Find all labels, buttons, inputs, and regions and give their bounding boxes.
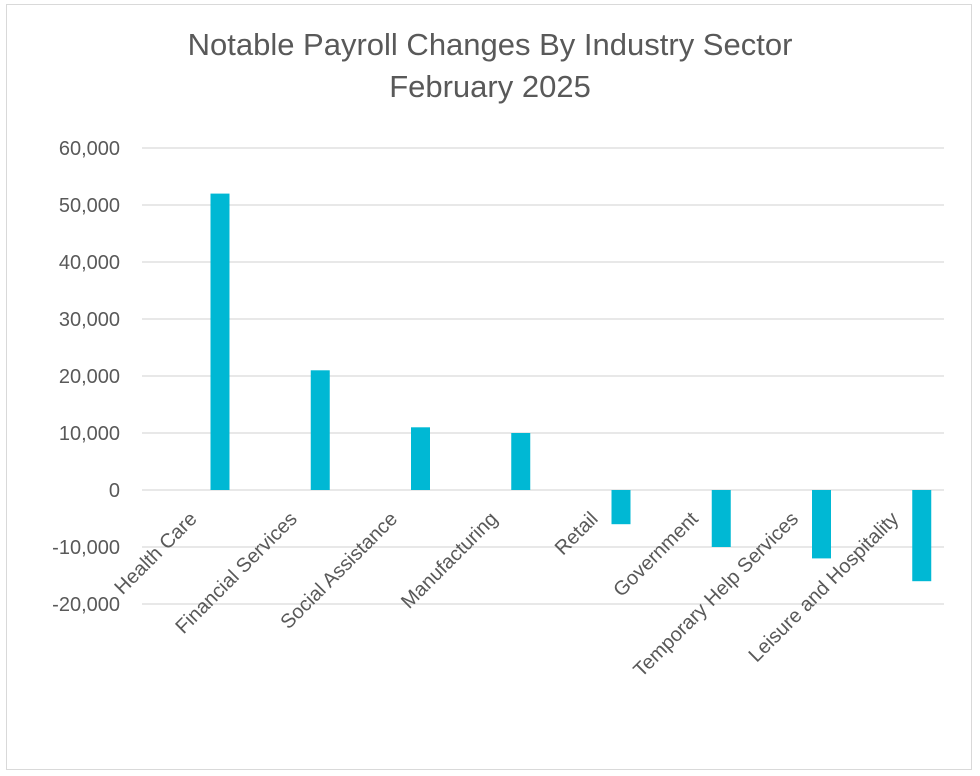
x-category-label: Health Care [111,508,202,599]
chart-title: Notable Payroll Changes By Industry Sect… [187,27,793,62]
chart-frame [6,4,972,770]
y-tick-label: -20,000 [52,594,120,616]
bar [812,490,831,559]
bar [210,193,230,490]
y-tick-label: 40,000 [59,252,120,274]
bar [611,490,631,525]
x-category-label: Manufacturing [397,508,502,613]
x-category-label: Retail [551,508,603,560]
y-tick-label: 20,000 [59,366,120,388]
bar [711,490,731,547]
y-tick-label: 10,000 [59,423,120,445]
bar [310,370,330,490]
y-tick-label: 50,000 [59,195,120,217]
bar [511,433,531,490]
y-tick-label: -10,000 [52,537,120,559]
y-tick-label: 0 [109,480,120,502]
chart-title-block: Notable Payroll Changes By Industry Sect… [0,24,980,108]
y-tick-label: 60,000 [59,138,120,160]
bar [912,490,932,582]
bar [411,427,430,490]
chart-subtitle: February 2025 [389,69,591,104]
y-tick-label: 30,000 [59,309,120,331]
